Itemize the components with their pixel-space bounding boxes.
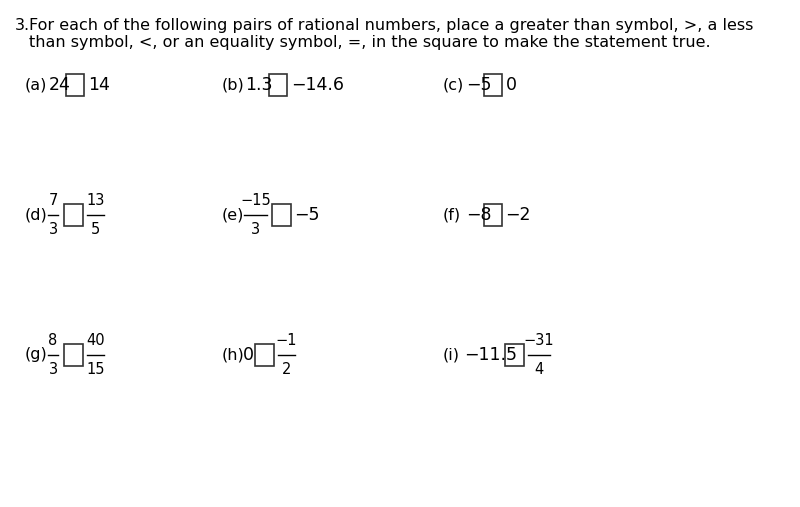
Text: (a): (a) <box>25 78 47 92</box>
FancyBboxPatch shape <box>255 344 274 366</box>
Text: −5: −5 <box>466 76 492 94</box>
Text: For each of the following pairs of rational numbers, place a greater than symbol: For each of the following pairs of ratio… <box>30 18 754 33</box>
Text: 24: 24 <box>49 76 70 94</box>
Text: −2: −2 <box>506 206 531 224</box>
Text: than symbol, <, or an equality symbol, =, in the square to make the statement tr: than symbol, <, or an equality symbol, =… <box>30 35 711 50</box>
Text: 14: 14 <box>88 76 110 94</box>
Text: 3: 3 <box>49 222 58 237</box>
Text: 2: 2 <box>282 362 291 377</box>
Text: −1: −1 <box>275 333 297 348</box>
FancyBboxPatch shape <box>273 204 290 226</box>
Text: −15: −15 <box>240 193 270 208</box>
Text: (e): (e) <box>222 207 244 223</box>
FancyBboxPatch shape <box>66 74 84 96</box>
Text: 40: 40 <box>86 333 105 348</box>
FancyBboxPatch shape <box>269 74 287 96</box>
FancyBboxPatch shape <box>505 344 523 366</box>
Text: 3.: 3. <box>15 18 30 33</box>
Text: (h): (h) <box>222 347 244 363</box>
Text: 0: 0 <box>506 76 517 94</box>
Text: 4: 4 <box>534 362 544 377</box>
Text: (b): (b) <box>222 78 244 92</box>
Text: (i): (i) <box>443 347 460 363</box>
Text: −14.6: −14.6 <box>290 76 344 94</box>
FancyBboxPatch shape <box>484 204 502 226</box>
Text: −5: −5 <box>294 206 320 224</box>
Text: 5: 5 <box>90 222 100 237</box>
Text: (f): (f) <box>443 207 461 223</box>
Text: −11.5: −11.5 <box>465 346 518 364</box>
Text: (g): (g) <box>25 347 48 363</box>
FancyBboxPatch shape <box>484 74 502 96</box>
Text: 1.3: 1.3 <box>245 76 272 94</box>
Text: 0: 0 <box>243 346 254 364</box>
FancyBboxPatch shape <box>64 344 82 366</box>
Text: 7: 7 <box>48 193 58 208</box>
FancyBboxPatch shape <box>64 204 82 226</box>
Text: −8: −8 <box>466 206 492 224</box>
Text: 8: 8 <box>49 333 58 348</box>
Text: (d): (d) <box>25 207 48 223</box>
Text: 3: 3 <box>250 222 260 237</box>
Text: −31: −31 <box>524 333 554 348</box>
Text: (c): (c) <box>443 78 464 92</box>
Text: 15: 15 <box>86 362 105 377</box>
Text: 3: 3 <box>49 362 58 377</box>
Text: 13: 13 <box>86 193 105 208</box>
